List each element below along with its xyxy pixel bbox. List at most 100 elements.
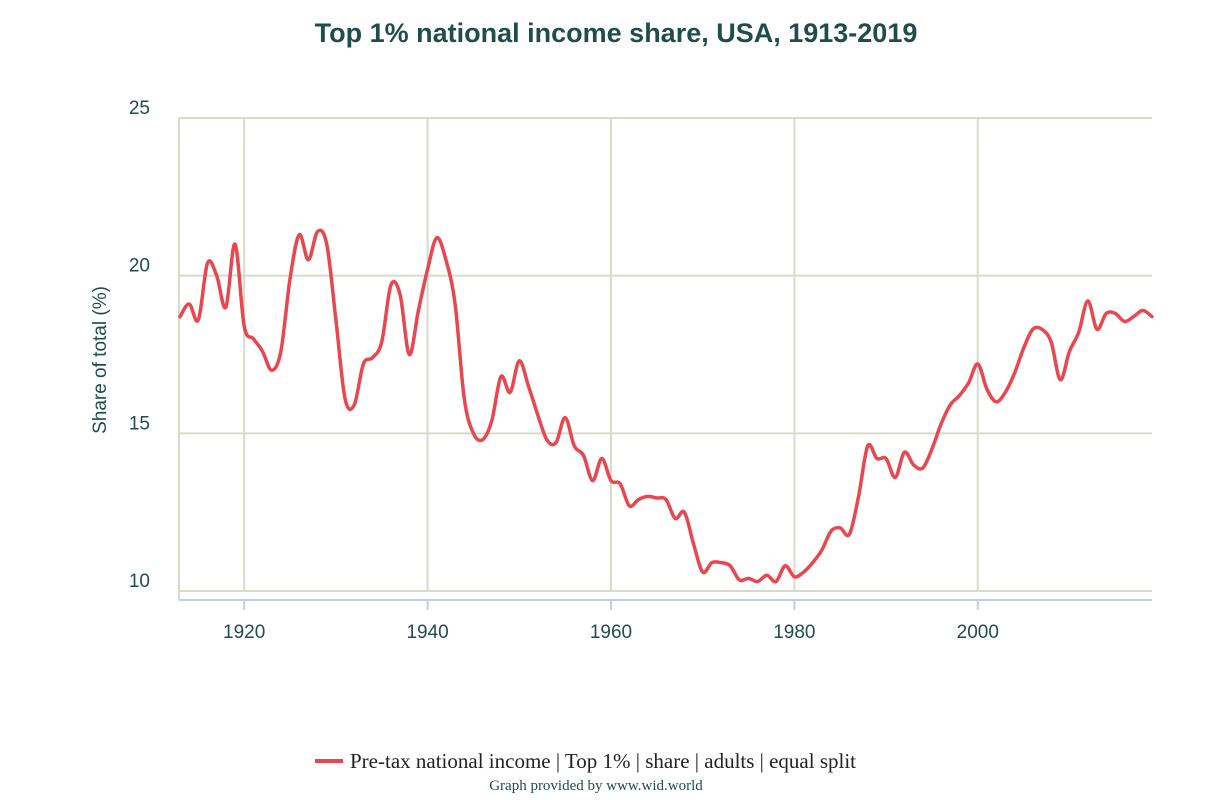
- data-point-1925[interactable]: [286, 275, 294, 283]
- data-point-2014[interactable]: [1102, 310, 1110, 318]
- data-point-2019[interactable]: [1148, 313, 1156, 321]
- data-point-1928[interactable]: [314, 228, 322, 236]
- data-point-1936[interactable]: [387, 281, 395, 289]
- data-point-1933[interactable]: [359, 360, 367, 368]
- data-point-1978[interactable]: [772, 578, 780, 586]
- data-point-1946[interactable]: [479, 436, 487, 444]
- data-point-1947[interactable]: [488, 417, 496, 425]
- data-point-1988[interactable]: [864, 442, 872, 450]
- data-point-2009[interactable]: [1056, 376, 1064, 384]
- data-point-1968[interactable]: [680, 508, 688, 516]
- data-point-1987[interactable]: [855, 492, 863, 500]
- data-point-2008[interactable]: [1047, 338, 1055, 346]
- data-point-1926[interactable]: [295, 231, 303, 239]
- data-point-1937[interactable]: [396, 291, 404, 299]
- data-point-1971[interactable]: [708, 559, 716, 567]
- data-point-1994[interactable]: [919, 464, 927, 472]
- data-point-1954[interactable]: [552, 439, 560, 447]
- data-point-2013[interactable]: [1093, 325, 1101, 333]
- data-point-2010[interactable]: [1065, 347, 1073, 355]
- data-point-1945[interactable]: [469, 429, 477, 437]
- data-point-1921[interactable]: [249, 335, 257, 343]
- data-point-2007[interactable]: [1038, 325, 1046, 333]
- data-point-1941[interactable]: [433, 234, 441, 242]
- data-point-1997[interactable]: [946, 401, 954, 409]
- data-point-1992[interactable]: [900, 448, 908, 456]
- data-point-1939[interactable]: [414, 306, 422, 314]
- data-point-2000[interactable]: [974, 360, 982, 368]
- data-point-1930[interactable]: [332, 316, 340, 324]
- data-point-1949[interactable]: [506, 388, 514, 396]
- data-point-2005[interactable]: [1020, 344, 1028, 352]
- data-point-1979[interactable]: [781, 562, 789, 570]
- data-point-1932[interactable]: [350, 401, 358, 409]
- data-point-1986[interactable]: [845, 530, 853, 538]
- data-point-1919[interactable]: [231, 240, 239, 248]
- data-point-2011[interactable]: [1075, 328, 1083, 336]
- data-point-1951[interactable]: [524, 382, 532, 390]
- data-point-1927[interactable]: [304, 256, 312, 264]
- data-point-1948[interactable]: [497, 373, 505, 381]
- data-point-1918[interactable]: [222, 303, 230, 311]
- data-point-1960[interactable]: [607, 477, 615, 485]
- legend[interactable]: Pre-tax national income | Top 1% | share…: [315, 749, 856, 773]
- data-point-1984[interactable]: [827, 527, 835, 535]
- data-point-2018[interactable]: [1139, 306, 1147, 314]
- data-point-1995[interactable]: [928, 445, 936, 453]
- data-point-1934[interactable]: [369, 354, 377, 362]
- data-point-1944[interactable]: [460, 395, 468, 403]
- data-point-1943[interactable]: [451, 300, 459, 308]
- data-point-1965[interactable]: [653, 494, 661, 502]
- data-point-2001[interactable]: [983, 385, 991, 393]
- legend-label[interactable]: Pre-tax national income | Top 1% | share…: [350, 749, 856, 773]
- data-point-1998[interactable]: [955, 391, 963, 399]
- data-point-1922[interactable]: [259, 347, 267, 355]
- data-point-1976[interactable]: [754, 578, 762, 586]
- data-point-1938[interactable]: [405, 351, 413, 359]
- data-point-1969[interactable]: [690, 540, 698, 548]
- data-point-1985[interactable]: [836, 524, 844, 532]
- data-point-1999[interactable]: [965, 379, 973, 387]
- data-point-1923[interactable]: [268, 366, 276, 374]
- data-point-1970[interactable]: [699, 568, 707, 576]
- data-point-1956[interactable]: [570, 442, 578, 450]
- data-point-2015[interactable]: [1111, 310, 1119, 318]
- data-point-1980[interactable]: [790, 573, 798, 581]
- data-point-1931[interactable]: [341, 395, 349, 403]
- data-point-1996[interactable]: [937, 420, 945, 428]
- data-point-1974[interactable]: [735, 576, 743, 584]
- data-point-1915[interactable]: [194, 316, 202, 324]
- data-point-1989[interactable]: [873, 455, 881, 463]
- data-point-2004[interactable]: [1010, 369, 1018, 377]
- data-point-1957[interactable]: [579, 451, 587, 459]
- data-point-1977[interactable]: [763, 571, 771, 579]
- data-point-2017[interactable]: [1130, 313, 1138, 321]
- data-point-1935[interactable]: [378, 338, 386, 346]
- data-point-2003[interactable]: [1001, 388, 1009, 396]
- data-point-1967[interactable]: [671, 514, 679, 522]
- data-point-1973[interactable]: [726, 562, 734, 570]
- data-point-1950[interactable]: [515, 357, 523, 365]
- data-point-1982[interactable]: [809, 559, 817, 567]
- data-point-1913[interactable]: [176, 313, 184, 321]
- data-point-1955[interactable]: [561, 414, 569, 422]
- data-point-1993[interactable]: [910, 461, 918, 469]
- data-point-1924[interactable]: [277, 347, 285, 355]
- data-point-1929[interactable]: [323, 240, 331, 248]
- data-point-1953[interactable]: [543, 436, 551, 444]
- data-point-2006[interactable]: [1029, 325, 1037, 333]
- series-line[interactable]: [178, 228, 1154, 584]
- data-point-1920[interactable]: [240, 322, 248, 330]
- data-point-1991[interactable]: [891, 473, 899, 481]
- data-point-1983[interactable]: [818, 546, 826, 554]
- data-point-1972[interactable]: [717, 559, 725, 567]
- data-point-1916[interactable]: [204, 259, 212, 267]
- data-point-1914[interactable]: [185, 300, 193, 308]
- data-point-2016[interactable]: [1120, 317, 1128, 325]
- data-point-2012[interactable]: [1084, 297, 1092, 305]
- data-point-1940[interactable]: [424, 265, 432, 273]
- data-point-1958[interactable]: [589, 477, 597, 485]
- data-point-1962[interactable]: [625, 502, 633, 510]
- data-point-1990[interactable]: [882, 455, 890, 463]
- data-point-1961[interactable]: [616, 480, 624, 488]
